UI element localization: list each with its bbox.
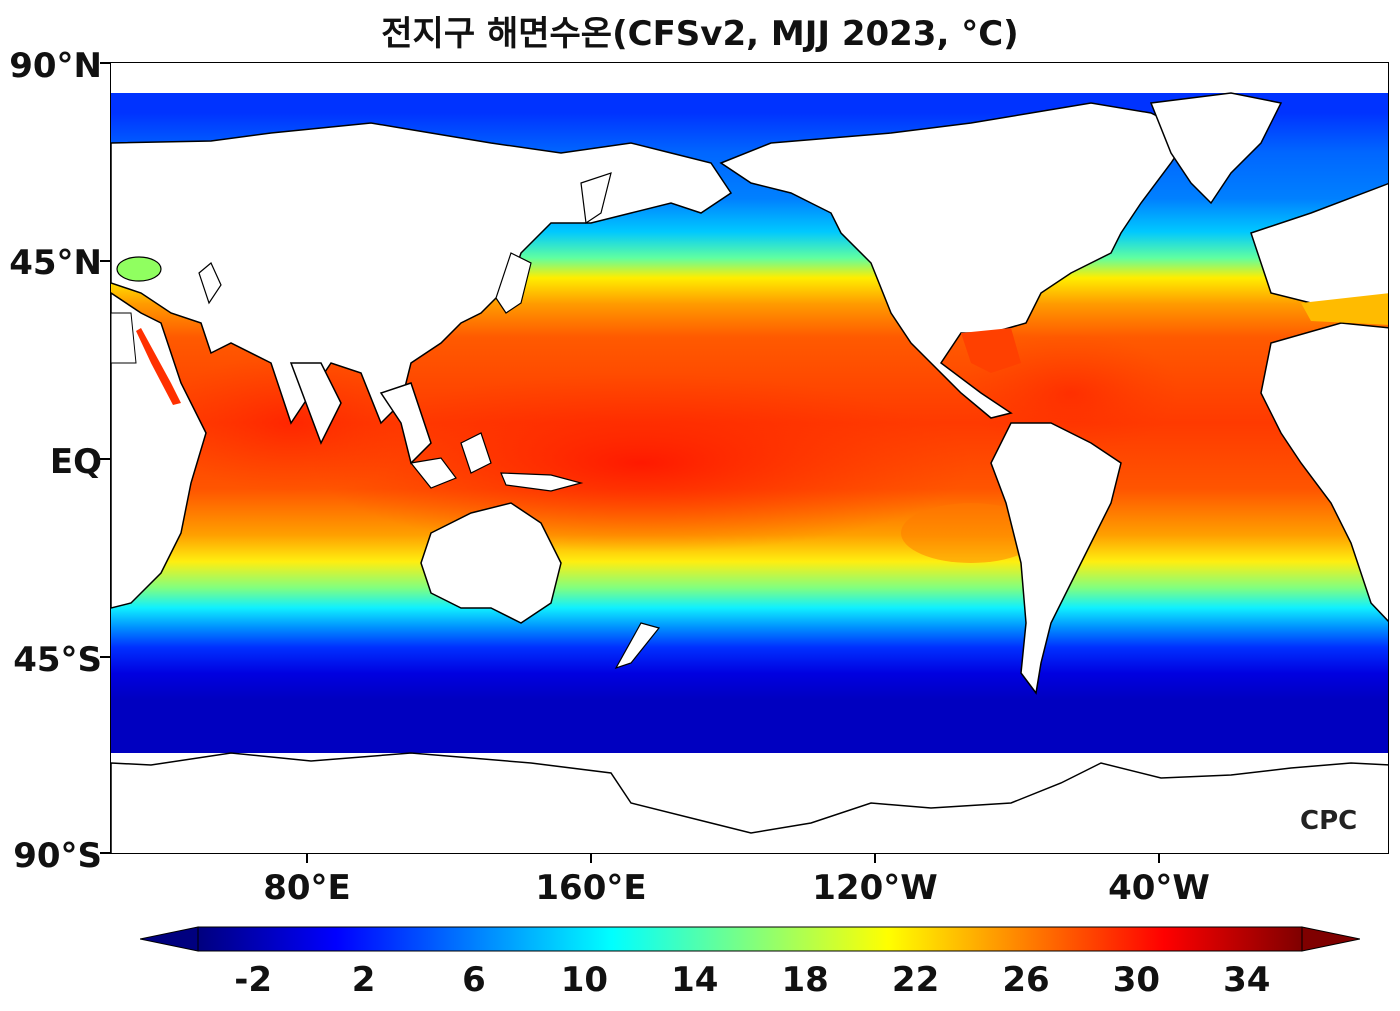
- colorbar-tick-label: 10: [560, 960, 609, 1000]
- y-tick-label: 90°N: [9, 46, 102, 86]
- map-title: 전지구 해면수온(CFSv2, MJJ 2023, °C): [381, 14, 1019, 54]
- colorbar-tick-label: 6: [462, 960, 486, 1000]
- sst-map: [110, 62, 1389, 854]
- x-tick: [874, 854, 876, 863]
- y-tick-label: 45°S: [13, 640, 102, 680]
- colorbar-tick-label: 22: [891, 960, 940, 1000]
- x-tick: [306, 854, 308, 863]
- x-tick: [590, 854, 592, 863]
- y-tick: [100, 852, 110, 854]
- y-tick-label: 90°S: [13, 836, 102, 876]
- colorbar-tick-label: 34: [1223, 960, 1271, 1000]
- x-tick-label: 40°W: [1108, 868, 1210, 908]
- colorbar-gradient: [197, 926, 1303, 952]
- colorbar-tick-label: -2: [234, 960, 273, 1000]
- y-tick-label: 45°N: [9, 243, 102, 283]
- y-tick-label: EQ: [49, 442, 102, 482]
- colorbar-tick-label: 2: [351, 960, 376, 1000]
- x-tick-label: 160°E: [535, 868, 647, 908]
- y-tick: [100, 62, 110, 64]
- x-tick: [1158, 854, 1160, 863]
- sst-field: [111, 92, 1388, 853]
- x-tick-label: 80°E: [263, 868, 351, 908]
- colorbar-min-arrow: [140, 926, 199, 952]
- colorbar-tick-label: 26: [1002, 960, 1050, 1000]
- colorbar-tick-label: 30: [1112, 960, 1161, 1000]
- colorbar-tick-label: 14: [671, 960, 719, 1000]
- y-tick: [100, 656, 110, 658]
- cpc-watermark: CPC: [1300, 806, 1358, 836]
- colorbar-tick-label: 18: [781, 960, 829, 1000]
- x-tick-label: 120°W: [812, 868, 938, 908]
- y-tick: [100, 260, 110, 262]
- colorbar: [140, 926, 1360, 952]
- y-tick: [100, 458, 110, 460]
- colorbar-max-arrow: [1301, 926, 1360, 952]
